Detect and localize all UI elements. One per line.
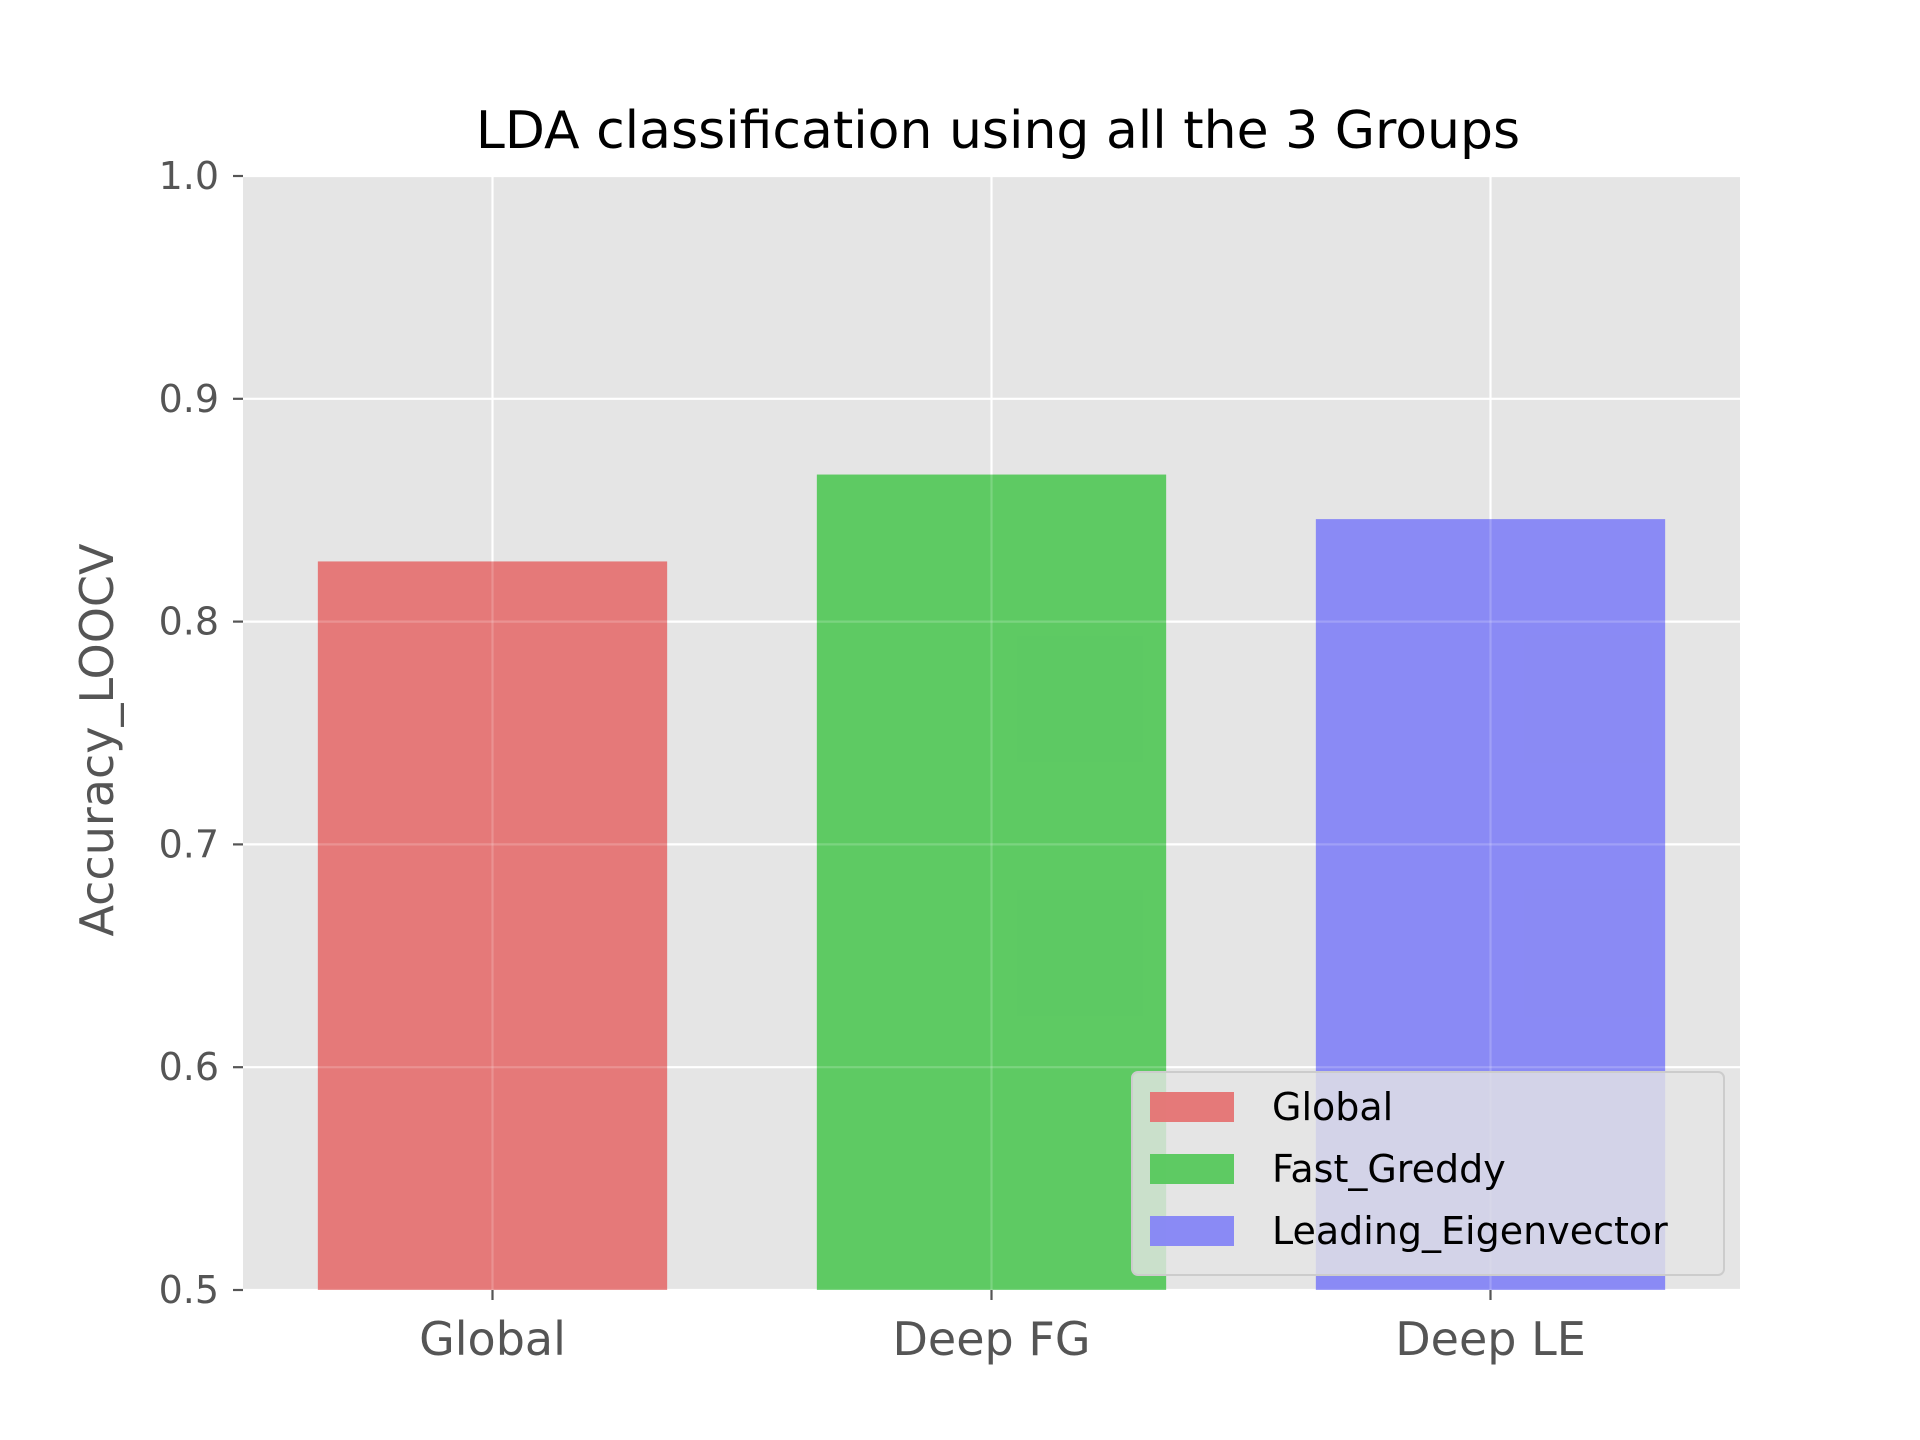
y-tick-label: 1.0 xyxy=(159,154,219,198)
y-tick-label: 0.7 xyxy=(159,822,219,866)
legend-label: Fast_Greddy xyxy=(1272,1147,1506,1191)
chart-title: LDA classification using all the 3 Group… xyxy=(476,101,1520,161)
x-tick-label: Global xyxy=(419,1312,566,1366)
x-tick-label: Deep LE xyxy=(1395,1312,1586,1366)
legend: Global Fast_Greddy Leading_Eigenvector xyxy=(1131,1071,1725,1276)
bar-global xyxy=(317,561,668,1290)
legend-swatch xyxy=(1150,1092,1234,1122)
y-tick-label: 0.8 xyxy=(159,600,219,644)
y-tick-label: 0.9 xyxy=(159,377,219,421)
y-tick-label: 0.5 xyxy=(159,1268,219,1312)
legend-swatch xyxy=(1150,1216,1234,1246)
x-tick-label: Deep FG xyxy=(893,1312,1091,1366)
legend-box xyxy=(1131,1071,1725,1276)
legend-label: Global xyxy=(1272,1085,1393,1129)
legend-label: Leading_Eigenvector xyxy=(1272,1209,1668,1253)
y-tick-label: 0.6 xyxy=(159,1045,219,1089)
legend-swatch xyxy=(1150,1154,1234,1184)
y-axis-label: Accuracy_LOOCV xyxy=(70,543,124,937)
bar-deep-fg xyxy=(816,474,1167,1290)
